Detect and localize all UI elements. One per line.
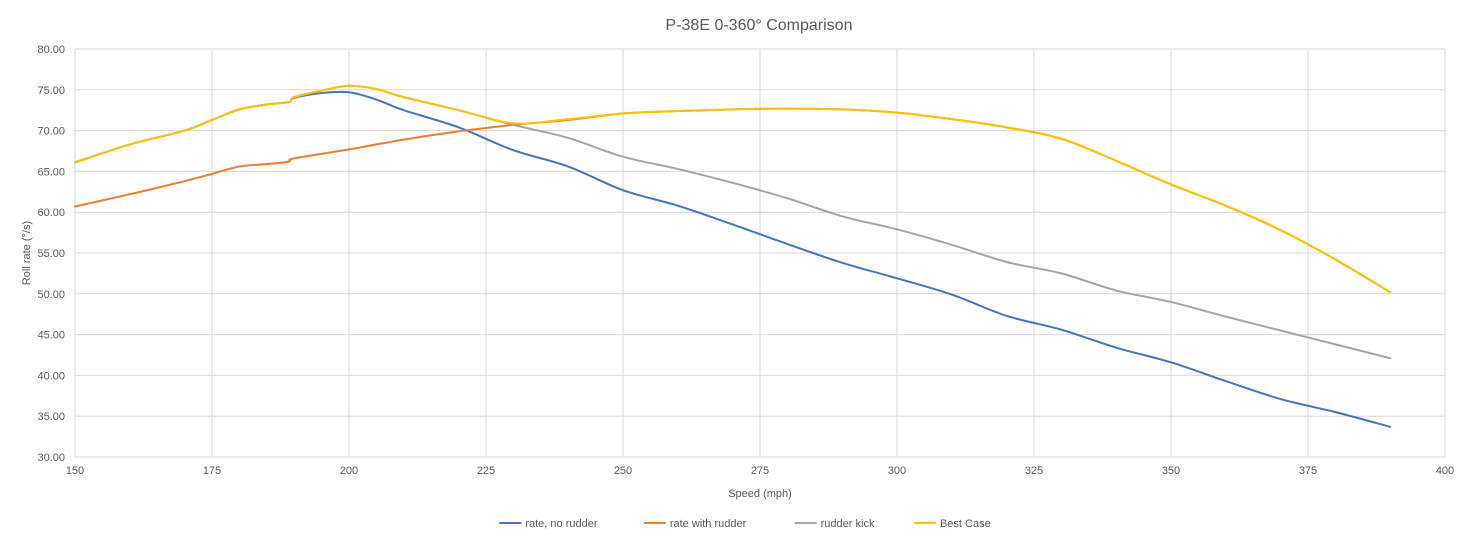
x-tick-label: 300 [888, 465, 906, 477]
series-line-best-case [74, 84, 1392, 294]
y-tick-label: 70.00 [37, 126, 65, 138]
legend-label: Best Case [940, 518, 991, 530]
legend-item-rate-no-rudder: rate, no rudder [499, 518, 598, 530]
x-tick-label: 275 [751, 465, 769, 477]
x-tick-label: 350 [1162, 465, 1180, 477]
legend-item-best-case: Best Case [913, 518, 991, 530]
legend-label: rate, no rudder [525, 518, 597, 530]
x-axis-ticks: 150 175 200 225 250 275 300 325 350 375 400 [66, 465, 1454, 477]
x-tick-label: 325 [1025, 465, 1043, 477]
x-axis-title: Speed (mph) [728, 488, 792, 500]
legend-label: rudder kick [821, 518, 875, 530]
x-tick-label: 375 [1299, 465, 1317, 477]
y-tick-label: 55.00 [37, 248, 65, 260]
x-tick-label: 400 [1436, 465, 1454, 477]
y-tick-label: 80.00 [37, 44, 65, 56]
y-tick-label: 30.00 [37, 452, 65, 464]
y-tick-label: 35.00 [37, 411, 65, 423]
legend-item-rate-with-rudder: rate with rudder [643, 518, 747, 530]
y-tick-label: 50.00 [37, 289, 65, 301]
y-tick-label: 75.00 [37, 85, 65, 97]
y-tick-label: 60.00 [37, 207, 65, 219]
y-tick-label: 40.00 [37, 370, 65, 382]
y-tick-label: 45.00 [37, 330, 65, 342]
legend-label: rate with rudder [670, 518, 747, 530]
gridlines [74, 48, 1446, 458]
x-tick-label: 200 [340, 465, 358, 477]
x-tick-label: 225 [477, 465, 495, 477]
y-axis-ticks: 30.00 35.00 40.00 45.00 50.00 55.00 60.00 65.00… [37, 44, 65, 464]
series-lines [74, 84, 1392, 428]
chart-title: P-38E 0-360° Comparison [666, 17, 853, 34]
x-tick-label: 175 [203, 465, 221, 477]
y-axis-title: Roll rate (°/s) [21, 221, 33, 285]
legend: rate, no rudder rate with rudder rudder ki… [499, 518, 991, 530]
x-tick-label: 150 [66, 465, 84, 477]
x-tick-label: 250 [614, 465, 632, 477]
legend-item-rudder-kick: rudder kick [794, 518, 875, 530]
y-tick-label: 65.00 [37, 166, 65, 178]
